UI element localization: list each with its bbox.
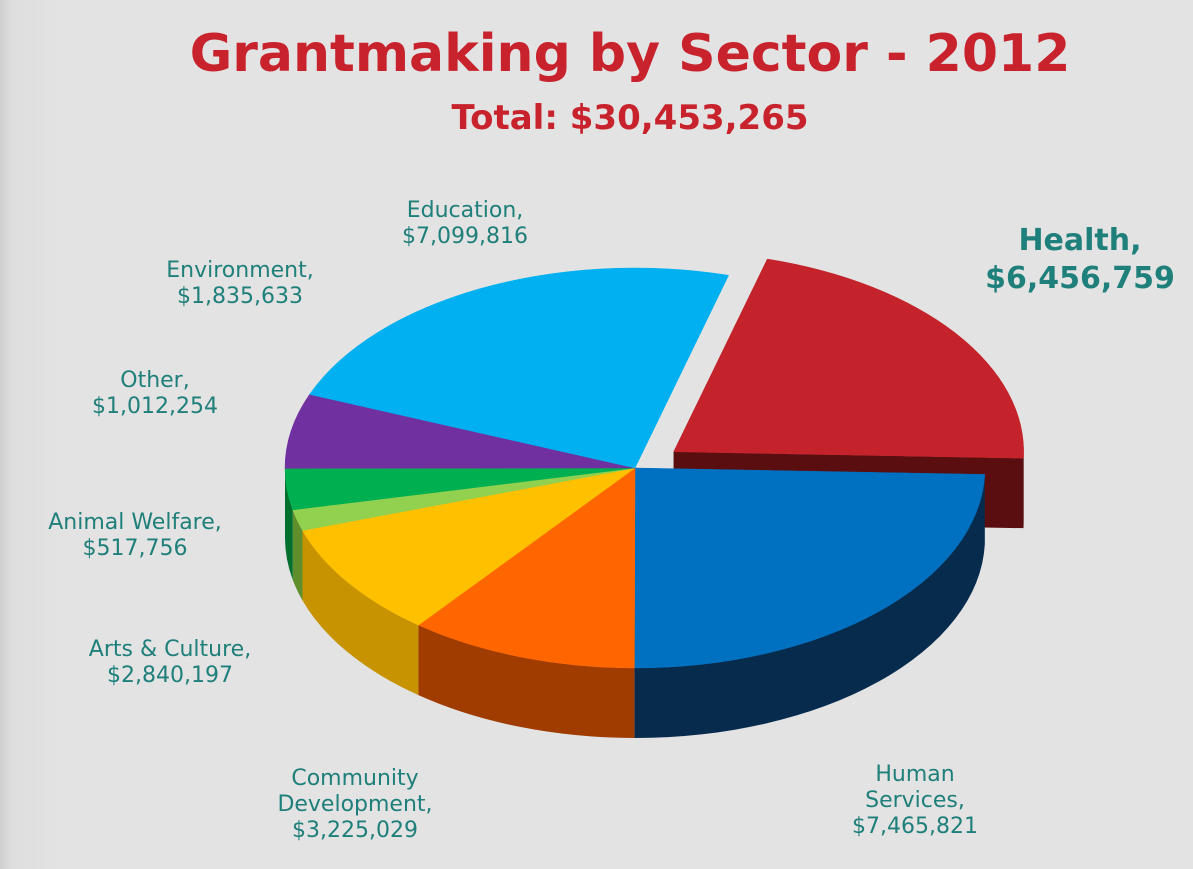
slice-side-other bbox=[285, 468, 293, 580]
slice-community-development bbox=[417, 467, 636, 669]
data-label-human-services: Human Services, $7,465,821 bbox=[852, 762, 978, 839]
data-label-other: Other, $1,012,254 bbox=[92, 368, 218, 419]
slice-environment bbox=[284, 394, 636, 469]
data-label-animal-welfare: Animal Welfare, $517,756 bbox=[48, 510, 222, 561]
chart-title: Grantmaking by Sector - 2012 bbox=[189, 24, 1071, 84]
slice-side-human-services bbox=[634, 474, 985, 738]
data-label-environment: Environment, $1,835,633 bbox=[166, 258, 314, 309]
slice-health bbox=[673, 258, 1024, 459]
data-label-arts-culture: Arts & Culture, $2,840,197 bbox=[88, 637, 252, 688]
data-label-community-development: Community Development, $3,225,029 bbox=[277, 766, 433, 843]
slice-education bbox=[309, 267, 729, 469]
data-label-education: Education, $7,099,816 bbox=[402, 198, 528, 249]
slice-side-arts-culture bbox=[302, 530, 419, 696]
data-label-health: Health, $6,456,759 bbox=[985, 223, 1175, 296]
slice-side-animal-welfare bbox=[292, 509, 303, 601]
slice-human-services bbox=[634, 467, 986, 669]
slice-side-community-development bbox=[418, 625, 635, 738]
chart-subtitle: Total: $30,453,265 bbox=[451, 98, 809, 138]
slice-arts-culture bbox=[302, 467, 636, 626]
